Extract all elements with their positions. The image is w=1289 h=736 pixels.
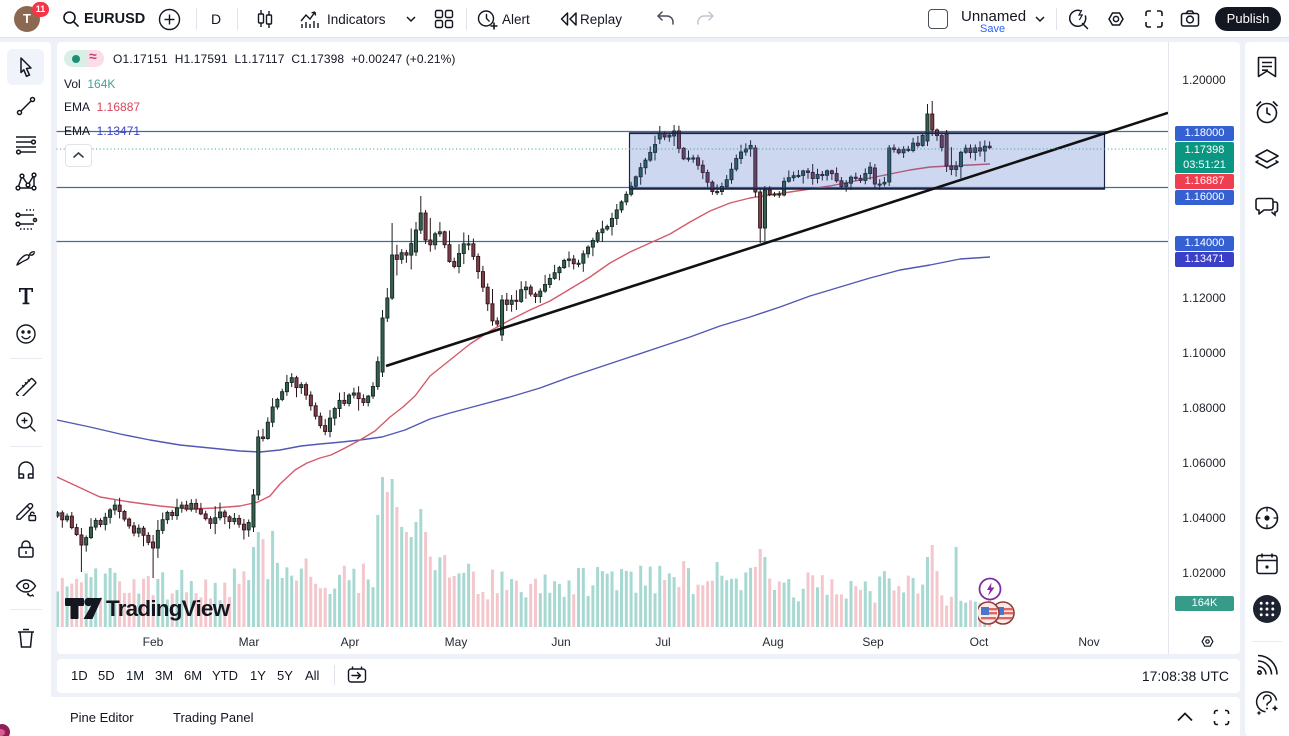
svg-text:TradingView: TradingView <box>106 596 231 621</box>
